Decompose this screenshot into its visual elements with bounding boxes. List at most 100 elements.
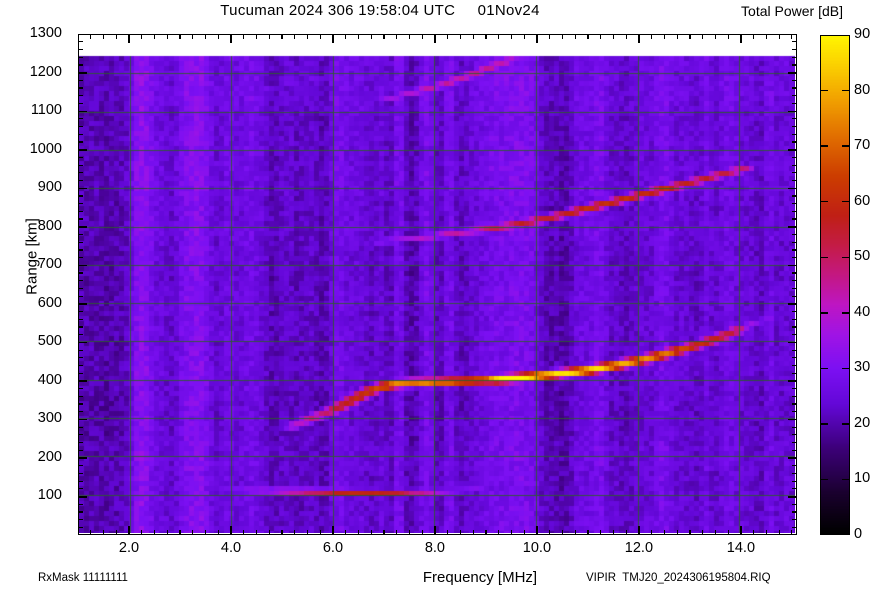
x-minor-tick-top — [383, 34, 385, 39]
x-minor-tick-top — [192, 34, 194, 39]
y-major-tick-1100 — [78, 110, 87, 113]
y-major-tick-1000 — [78, 149, 87, 151]
x-minor-tick-top — [574, 34, 576, 39]
colorbar-title: Total Power [dB] — [741, 3, 843, 19]
x-axis-label: Frequency [MHz] — [422, 569, 538, 586]
y-tick-label-200: 200 — [37, 448, 62, 465]
colorbar-tick-label-0: 0 — [854, 526, 863, 542]
colorbar-tick-50 — [820, 256, 828, 259]
y-minor-tick — [78, 326, 83, 328]
y-minor-tick — [78, 411, 83, 413]
ionogram-plot[interactable] — [78, 34, 797, 535]
colorbar-tick-label-80: 80 — [854, 81, 871, 98]
x-minor-tick-top — [421, 34, 423, 39]
colorbar-tick-right-40 — [842, 312, 850, 314]
y-major-tick-right-1200 — [788, 72, 797, 74]
y-minor-tick-right — [792, 334, 797, 336]
x-minor-tick — [408, 530, 411, 535]
colorbar-tick-60 — [820, 200, 828, 203]
y-minor-tick-right — [792, 411, 797, 413]
x-major-tick-top — [536, 34, 538, 43]
y-minor-tick-right — [792, 233, 797, 236]
y-minor-tick-right — [792, 318, 797, 320]
x-major-tick-top — [128, 34, 130, 43]
x-minor-tick-top — [523, 34, 525, 39]
x-minor-tick — [663, 530, 665, 535]
y-minor-tick-right — [792, 357, 797, 359]
x-minor-tick — [625, 530, 627, 535]
x-minor-tick-top — [396, 34, 398, 39]
x-minor-tick — [651, 530, 653, 535]
y-minor-tick — [78, 241, 83, 243]
x-minor-tick — [689, 530, 691, 535]
x-minor-tick-top — [791, 34, 793, 39]
y-minor-tick-right — [792, 349, 797, 351]
x-minor-tick — [192, 530, 194, 535]
colorbar-tick-label-10: 10 — [854, 470, 871, 487]
y-minor-tick-right — [792, 156, 797, 158]
y-minor-tick — [78, 56, 83, 58]
x-minor-tick-top — [115, 34, 117, 39]
y-minor-tick — [78, 95, 83, 97]
page-title: Tucuman 2024 306 19:58:04 UTC 01Nov24 — [220, 2, 540, 19]
x-minor-tick — [370, 530, 372, 535]
x-minor-tick-top — [510, 34, 513, 39]
y-minor-tick — [78, 388, 83, 390]
y-minor-tick — [78, 426, 83, 428]
y-minor-tick — [78, 295, 83, 297]
x-tick-label-4: 4.0 — [220, 540, 242, 556]
x-tick-label-12: 12.0 — [624, 540, 654, 556]
x-tick-label-10: 10.0 — [522, 540, 552, 556]
x-minor-tick-top — [714, 34, 716, 39]
x-minor-tick-top — [561, 34, 564, 39]
y-minor-tick-right — [792, 526, 797, 528]
x-minor-tick — [600, 530, 602, 535]
x-minor-tick-top — [689, 34, 691, 39]
colorbar-gradient — [821, 36, 849, 534]
x-minor-tick — [485, 530, 487, 535]
y-minor-tick-right — [792, 403, 797, 405]
y-minor-tick-right — [792, 372, 797, 374]
x-minor-tick — [510, 530, 513, 535]
y-minor-tick — [78, 87, 83, 89]
x-major-tick-top — [434, 34, 436, 43]
y-major-tick-right-1300 — [788, 33, 797, 36]
y-minor-tick — [78, 488, 83, 490]
x-minor-tick — [166, 530, 168, 535]
x-minor-tick-top — [357, 34, 360, 39]
x-minor-tick — [255, 530, 258, 535]
y-minor-tick — [78, 442, 83, 444]
x-minor-tick-top — [294, 34, 296, 39]
colorbar-tick-label-40: 40 — [854, 303, 871, 320]
y-minor-tick-right — [792, 257, 797, 259]
x-minor-tick-top — [676, 34, 678, 39]
y-minor-tick-right — [792, 79, 797, 81]
y-minor-tick — [78, 249, 83, 251]
y-tick-label-100: 100 — [37, 487, 62, 504]
y-tick-label-1200: 1200 — [29, 63, 62, 80]
y-tick-label-300: 300 — [37, 410, 62, 427]
y-minor-tick — [78, 41, 83, 43]
y-minor-tick-right — [792, 87, 797, 89]
x-minor-tick-top — [255, 34, 258, 39]
x-minor-tick-top — [90, 34, 92, 39]
y-minor-tick — [78, 511, 83, 513]
y-minor-tick-right — [792, 179, 797, 182]
y-minor-tick — [78, 210, 83, 212]
x-minor-tick — [345, 530, 347, 535]
x-minor-tick — [574, 530, 576, 535]
y-minor-tick-right — [792, 449, 797, 451]
y-minor-tick-right — [792, 133, 797, 135]
ionogram-canvas — [79, 35, 795, 533]
y-major-tick-right-400 — [788, 380, 797, 382]
x-minor-tick — [153, 530, 156, 535]
x-minor-tick — [421, 530, 423, 535]
x-minor-tick — [753, 530, 755, 535]
y-major-tick-right-1000 — [788, 149, 797, 151]
x-minor-tick — [459, 530, 462, 535]
y-minor-tick — [78, 141, 83, 143]
x-minor-tick-top — [345, 34, 347, 39]
y-tick-label-900: 900 — [37, 179, 62, 196]
y-tick-label-1100: 1100 — [30, 102, 62, 119]
y-major-tick-1300 — [78, 33, 87, 36]
